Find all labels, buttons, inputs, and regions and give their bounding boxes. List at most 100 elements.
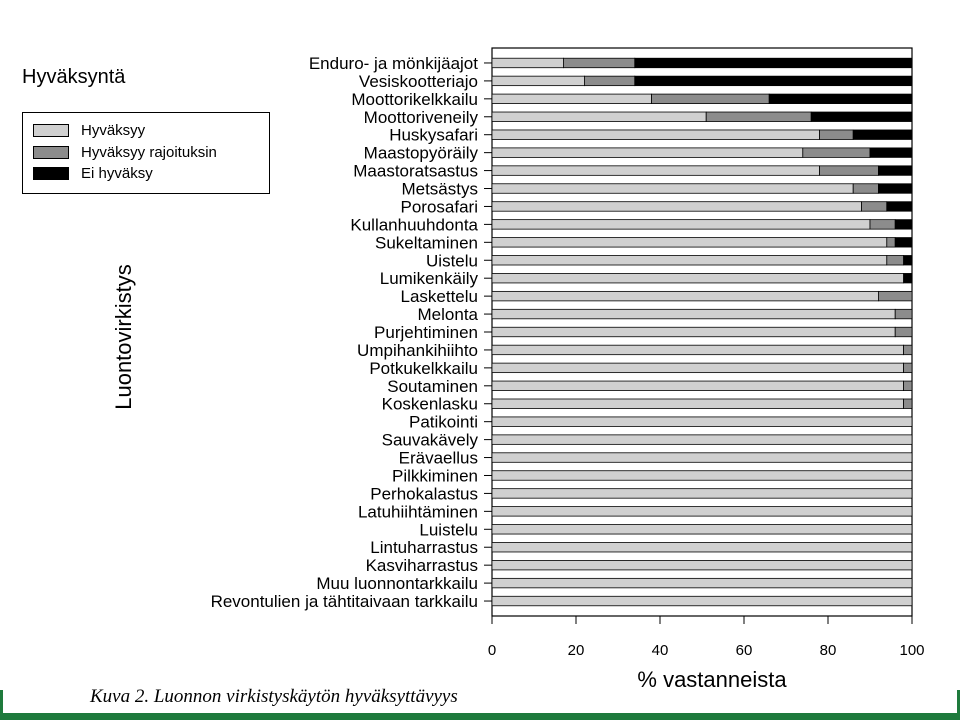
bar-segment-hyväksyy: [491, 362, 905, 374]
category-label: Purjehtiminen: [374, 323, 478, 342]
bar-segment-ei-hyväksy: [878, 183, 913, 194]
legend-label: Ei hyväksy: [81, 165, 153, 182]
bar-segment-hyväksyy-rajoituksin: [894, 326, 913, 338]
bar-segment-hyväksyy-rajoituksin: [705, 111, 812, 122]
bar-segment-hyväksyy-rajoituksin: [886, 255, 904, 266]
bar-segment-hyväksyy: [491, 129, 821, 140]
category-label: Lintuharrastus: [370, 538, 478, 557]
bar-segment-hyväksyy: [491, 452, 913, 463]
bar-segment-ei-hyväksy: [878, 165, 913, 176]
bar-segment-hyväksyy: [491, 470, 913, 481]
footer-edge-left: [0, 690, 3, 720]
bar-segment-ei-hyväksy: [894, 237, 913, 248]
x-tick-label: 20: [568, 642, 585, 659]
bar-segment-hyväksyy-rajoituksin: [886, 237, 896, 248]
bar-segment-ei-hyväksy: [894, 219, 913, 230]
bar-segment-hyväksyy-rajoituksin: [878, 290, 913, 302]
bar-segment-hyväksyy: [491, 308, 896, 320]
category-label: Lumikenkäily: [380, 269, 479, 288]
category-label: Metsästys: [401, 180, 478, 199]
legend-swatch-ei-hyvaksy: [33, 167, 69, 180]
bar-segment-hyväksyy-rajoituksin: [802, 147, 871, 158]
legend-title: Hyväksyntä: [22, 66, 126, 88]
category-label: Koskenlasku: [382, 395, 478, 414]
bar-segment-hyväksyy: [491, 506, 913, 517]
category-label: Pilkkiminen: [392, 466, 478, 485]
bar-segment-hyväksyy-rajoituksin: [819, 165, 879, 176]
category-label: Revontulien ja tähtitaivaan tarkkailu: [211, 592, 478, 611]
bar-segment-hyväksyy-rajoituksin: [584, 75, 636, 87]
bar-segment-hyväksyy: [491, 434, 913, 445]
bar-segment-hyväksyy: [491, 344, 905, 356]
bar-segment-hyväksyy: [491, 57, 564, 69]
footer-edge-right: [957, 690, 960, 720]
x-tick-label: 80: [820, 642, 837, 659]
category-label: Luistelu: [419, 520, 478, 539]
category-label: Umpihankihiihto: [357, 341, 478, 360]
bar-segment-hyväksyy: [491, 255, 888, 266]
bar-segment-hyväksyy: [491, 542, 913, 553]
category-label: Maastoratsastus: [353, 162, 478, 181]
bar-segment-hyväksyy: [491, 326, 896, 338]
bar-segment-ei-hyväksy: [886, 201, 913, 212]
bar-segment-hyväksyy: [491, 183, 854, 194]
bar-segment-hyväksyy: [491, 201, 863, 212]
bar-segment-hyväksyy: [491, 273, 905, 284]
bar-segment-hyväksyy: [491, 147, 804, 158]
category-label: Moottorikelkkailu: [351, 90, 478, 109]
bar-segment-ei-hyväksy: [903, 273, 913, 284]
bar-segment-ei-hyväksy: [852, 129, 913, 140]
category-label: Latuhiihtäminen: [358, 502, 478, 521]
category-label: Erävaellus: [399, 449, 478, 468]
bar-segment-hyväksyy: [491, 524, 913, 535]
category-label: Moottoriveneily: [364, 108, 479, 127]
x-tick-label: 40: [652, 642, 669, 659]
legend: Hyväksyy Hyväksyy rajoituksin Ei hyväksy: [22, 112, 270, 194]
bar-segment-hyväksyy-rajoituksin: [903, 380, 913, 391]
bar-segment-ei-hyväksy: [634, 57, 913, 69]
bar-segment-hyväksyy-rajoituksin: [869, 219, 896, 230]
category-label: Laskettelu: [401, 287, 479, 306]
bar-segment-hyväksyy-rajoituksin: [903, 398, 913, 409]
bar-segment-ei-hyväksy: [768, 93, 913, 104]
category-label: Soutaminen: [387, 377, 478, 396]
bar-segment-hyväksyy: [491, 488, 913, 499]
legend-swatch-hyvaksyy: [33, 124, 69, 137]
category-label: Maastopyöräily: [364, 144, 479, 163]
x-tick-label: 60: [736, 642, 753, 659]
footer-bar: [0, 713, 960, 720]
category-label: Melonta: [418, 305, 479, 324]
x-tick-label: 0: [488, 642, 496, 659]
category-label: Perhokalastus: [370, 484, 478, 503]
category-label: Sukeltaminen: [375, 233, 478, 252]
bar-segment-hyväksyy: [491, 237, 888, 248]
bar-segment-hyväksyy: [491, 577, 913, 589]
bar-segment-hyväksyy-rajoituksin: [563, 57, 636, 69]
category-label: Porosafari: [401, 197, 478, 216]
category-label: Kullanhuuhdonta: [350, 215, 478, 234]
category-label: Kasviharrastus: [366, 556, 478, 575]
bar-segment-hyväksyy: [491, 290, 879, 302]
x-tick-label: 100: [899, 642, 924, 659]
category-label: Sauvakävely: [382, 431, 479, 450]
bar-segment-hyväksyy: [491, 219, 871, 230]
category-label: Enduro- ja mönkijäajot: [309, 54, 478, 73]
bar-segment-hyväksyy: [491, 165, 821, 176]
bar-segment-ei-hyväksy: [903, 255, 913, 266]
category-label: Potkukelkkailu: [369, 359, 478, 378]
legend-swatch-rajoituksin: [33, 146, 69, 159]
bar-segment-hyväksyy: [491, 560, 913, 571]
legend-label: Hyväksyy rajoituksin: [81, 144, 217, 161]
category-label: Uistelu: [426, 251, 478, 270]
figure-caption: Kuva 2. Luonnon virkistyskäytön hyväksyt…: [90, 686, 458, 707]
bar-segment-hyväksyy-rajoituksin: [903, 362, 913, 374]
bar-segment-ei-hyväksy: [810, 111, 913, 122]
bar-segment-hyväksyy-rajoituksin: [894, 308, 913, 320]
bar-segment-hyväksyy: [491, 595, 913, 607]
bar-segment-hyväksyy-rajoituksin: [903, 344, 913, 356]
category-label: Muu luonnontarkkailu: [316, 574, 478, 593]
bar-segment-hyväksyy: [491, 416, 913, 427]
bar-segment-ei-hyväksy: [869, 147, 913, 158]
bar-segment-hyväksyy: [491, 380, 905, 391]
